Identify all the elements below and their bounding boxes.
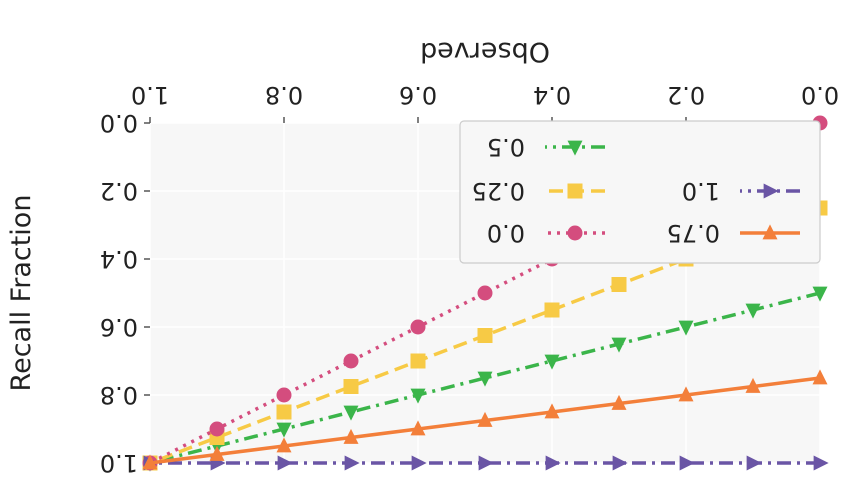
legend-marker [762,224,778,240]
legend-entry: 0.5 [487,133,605,161]
data-point [812,369,828,385]
tick-labels: 0.00.20.40.60.81.00.00.20.40.60.81.0 [100,81,839,477]
legend-frame [459,120,821,264]
data-point [544,302,560,318]
x-tick-label: 0.0 [801,81,839,109]
legend-label: 0.5 [487,133,525,161]
legend-entry: 0.0 [487,219,605,247]
data-point [813,455,829,471]
y-axis-label: Recall Fraction [6,195,37,392]
x-tick-label: 0.6 [399,81,437,109]
x-tick-label: 1.0 [131,81,169,109]
legend-entry: 1.0 [682,177,800,205]
data-point [545,455,561,471]
legend-marker [763,183,779,199]
data-point [209,445,225,461]
data-point [745,377,761,393]
data-point [477,285,493,301]
y-tick-label: 0.4 [100,245,138,273]
x-axis-label: Observed [420,36,550,67]
data-point [343,405,359,421]
legend-label: 0.75 [667,219,720,247]
data-point [209,421,225,437]
data-point [678,386,694,402]
data-point [276,437,292,453]
legend-entry: 0.25 [472,177,605,205]
legend-label: 0.25 [472,177,525,205]
data-point [477,328,493,343]
legend-label: 0.0 [487,219,525,247]
data-point [276,404,292,420]
data-point [276,422,292,438]
y-tick-label: 0.8 [100,381,138,409]
series-0.75 [142,369,828,470]
data-point [343,353,359,369]
data-point [678,320,694,336]
legend-marker [567,225,583,241]
legend-entry: 0.75 [667,219,800,247]
data-point [478,455,494,471]
data-point [410,388,426,404]
data-point [745,303,761,319]
data-point [477,411,493,427]
x-tick-label: 0.4 [533,81,571,109]
data-point [410,319,426,335]
data-point [611,337,627,353]
y-tick-label: 0.0 [100,109,138,137]
data-point [142,454,158,470]
data-point [410,420,426,436]
data-point [343,428,359,444]
data-point [410,353,426,369]
x-tick-label: 0.2 [667,81,705,109]
legend: 0.5 0.25 0.0 1.0 0.75 [459,120,821,264]
y-tick-label: 0.6 [100,313,138,341]
legend-marker [567,140,583,156]
y-tick-label: 1.0 [100,449,138,477]
data-point [343,379,359,394]
data-point [344,455,360,471]
data-point [277,455,293,471]
data-point [612,455,628,471]
data-point [746,455,762,471]
data-point [812,286,828,302]
data-point [611,277,627,292]
data-point [679,455,695,471]
legend-marker [567,183,583,199]
data-point [544,354,560,370]
data-point [411,455,427,471]
data-point [544,403,560,419]
data-point [611,394,627,410]
x-tick-label: 0.8 [265,81,303,109]
data-point [276,387,292,403]
y-tick-label: 0.2 [100,177,138,205]
legend-label: 1.0 [682,177,720,205]
series-1.0 [143,455,829,471]
data-point [477,371,493,387]
